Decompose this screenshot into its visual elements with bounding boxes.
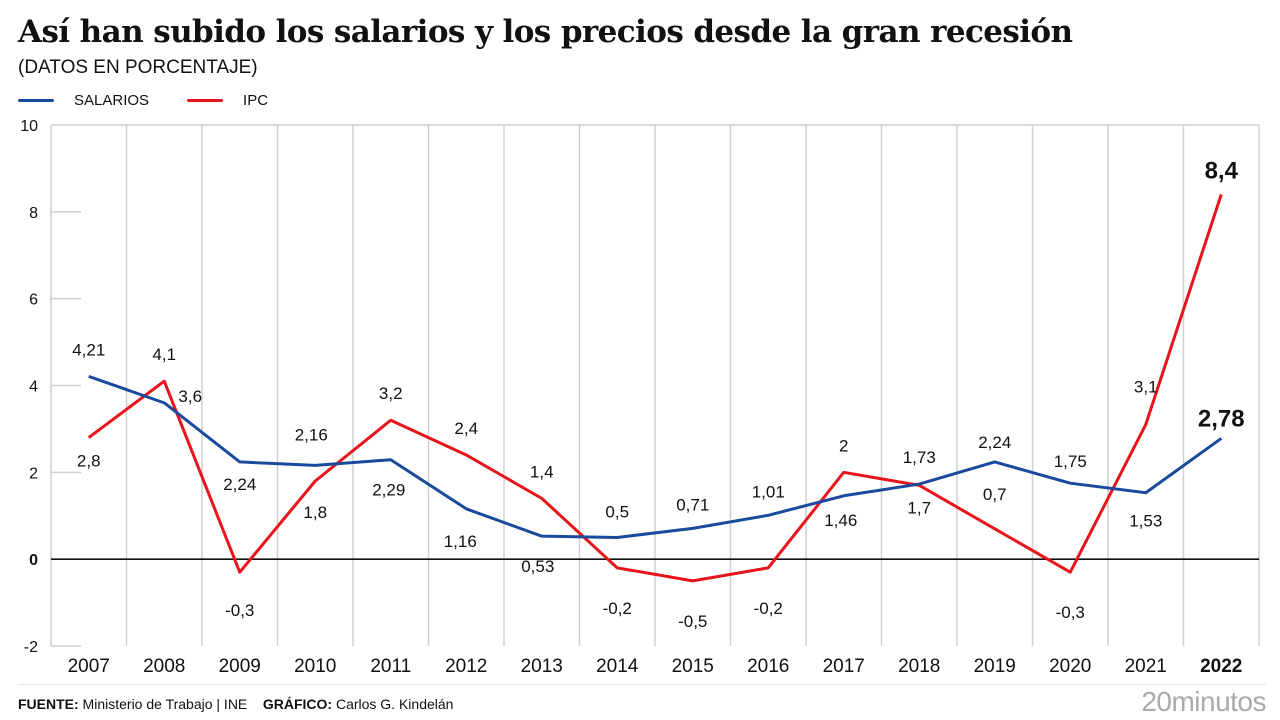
x-tick-label: 2020 (1049, 656, 1091, 677)
data-label-salarios: 1,53 (1129, 512, 1162, 531)
legend-item-salarios: SALARIOS (18, 92, 149, 109)
data-label-salarios: 3,6 (178, 387, 202, 406)
data-label-ipc: 3,1 (1134, 378, 1158, 397)
data-label-ipc: 1,7 (907, 498, 931, 517)
x-tick-label: 2019 (974, 656, 1016, 677)
x-tick-label: 2016 (747, 656, 789, 677)
data-label-salarios: 2,24 (978, 433, 1011, 452)
data-label-ipc: 2,4 (454, 419, 478, 438)
data-label-salarios: 2,16 (295, 425, 328, 444)
x-tick-label: 2022 (1200, 656, 1242, 677)
x-tick-label: 2015 (672, 656, 714, 677)
data-label-ipc: 1,4 (530, 462, 554, 481)
y-tick-label: 6 (29, 292, 38, 309)
y-tick-label: 0 (29, 552, 38, 569)
graphic-value: Carlos G. Kindelán (332, 696, 454, 712)
x-tick-label: 2011 (370, 656, 411, 677)
data-label-salarios: 1,46 (824, 511, 857, 530)
x-tick-label: 2017 (823, 656, 865, 677)
series-line-salarios (88, 374, 1223, 539)
data-label-salarios: 0,53 (521, 557, 554, 576)
graphic-label: GRÁFICO: (262, 696, 333, 712)
data-label-ipc: 4,1 (152, 345, 176, 364)
data-label-salarios: 0,5 (605, 502, 629, 521)
series-line-ipc (87, 193, 1223, 583)
data-label-salarios: 2,29 (372, 481, 405, 500)
data-label-salarios: 2,24 (223, 475, 256, 494)
chart-subtitle: (DATOS EN PORCENTAJE) (18, 57, 258, 78)
legend-swatch-salarios (18, 99, 54, 102)
legend-label-salarios: SALARIOS (74, 92, 150, 109)
legend-label-ipc: IPC (243, 92, 269, 109)
x-tick-label: 2018 (898, 656, 940, 677)
legend: SALARIOS IPC (18, 92, 306, 109)
x-tick-label: 2014 (596, 656, 639, 677)
data-label-ipc: 1,8 (303, 503, 327, 522)
x-tick-label: 2008 (143, 656, 185, 677)
data-label-salarios: 1,01 (752, 482, 785, 501)
x-tick-label: 2021 (1125, 656, 1167, 677)
data-label-salarios: 0,71 (676, 495, 709, 514)
legend-item-ipc: IPC (187, 92, 268, 109)
footer-divider (18, 684, 1266, 685)
x-tick-label: 2007 (68, 656, 110, 677)
source-value: Ministerio de Trabajo | INE (78, 696, 248, 712)
data-label-ipc: 3,2 (379, 384, 403, 403)
legend-swatch-ipc (187, 99, 224, 102)
data-label-salarios: 1,75 (1054, 452, 1087, 471)
data-label-ipc: 2 (839, 436, 848, 455)
y-tick-label: 2 (29, 465, 38, 482)
data-label-ipc: -0,3 (225, 601, 254, 620)
data-label-salarios: 4,21 (72, 340, 105, 359)
brand-logo: 20minutos (1141, 686, 1266, 717)
footer-credits: FUENTE: Ministerio de Trabajo | INE GRÁF… (18, 696, 453, 712)
data-label-salarios: 1,16 (444, 532, 477, 551)
data-label-ipc: 2,8 (77, 452, 101, 471)
y-tick-label: 8 (29, 205, 38, 222)
data-label-ipc: -0,2 (603, 599, 632, 618)
x-tick-label: 2010 (294, 656, 336, 677)
data-label-ipc: -0,3 (1056, 603, 1085, 622)
y-tick-label: 4 (29, 379, 38, 396)
y-tick-label: 10 (20, 118, 38, 135)
x-tick-label: 2013 (521, 656, 563, 677)
data-label-salarios: 2,78 (1198, 405, 1245, 432)
source-label: FUENTE: (18, 696, 79, 712)
data-label-ipc: 8,4 (1205, 157, 1239, 184)
data-label-salarios: 1,73 (903, 448, 936, 467)
x-tick-label: 2009 (219, 656, 261, 677)
data-label-ipc: -0,5 (678, 612, 707, 631)
data-label-ipc: 0,7 (983, 485, 1007, 504)
data-label-ipc: -0,2 (754, 599, 783, 618)
x-tick-label: 2012 (445, 656, 487, 677)
y-tick-label: -2 (24, 639, 38, 656)
chart-title: Así han subido los salarios y los precio… (18, 14, 1073, 50)
